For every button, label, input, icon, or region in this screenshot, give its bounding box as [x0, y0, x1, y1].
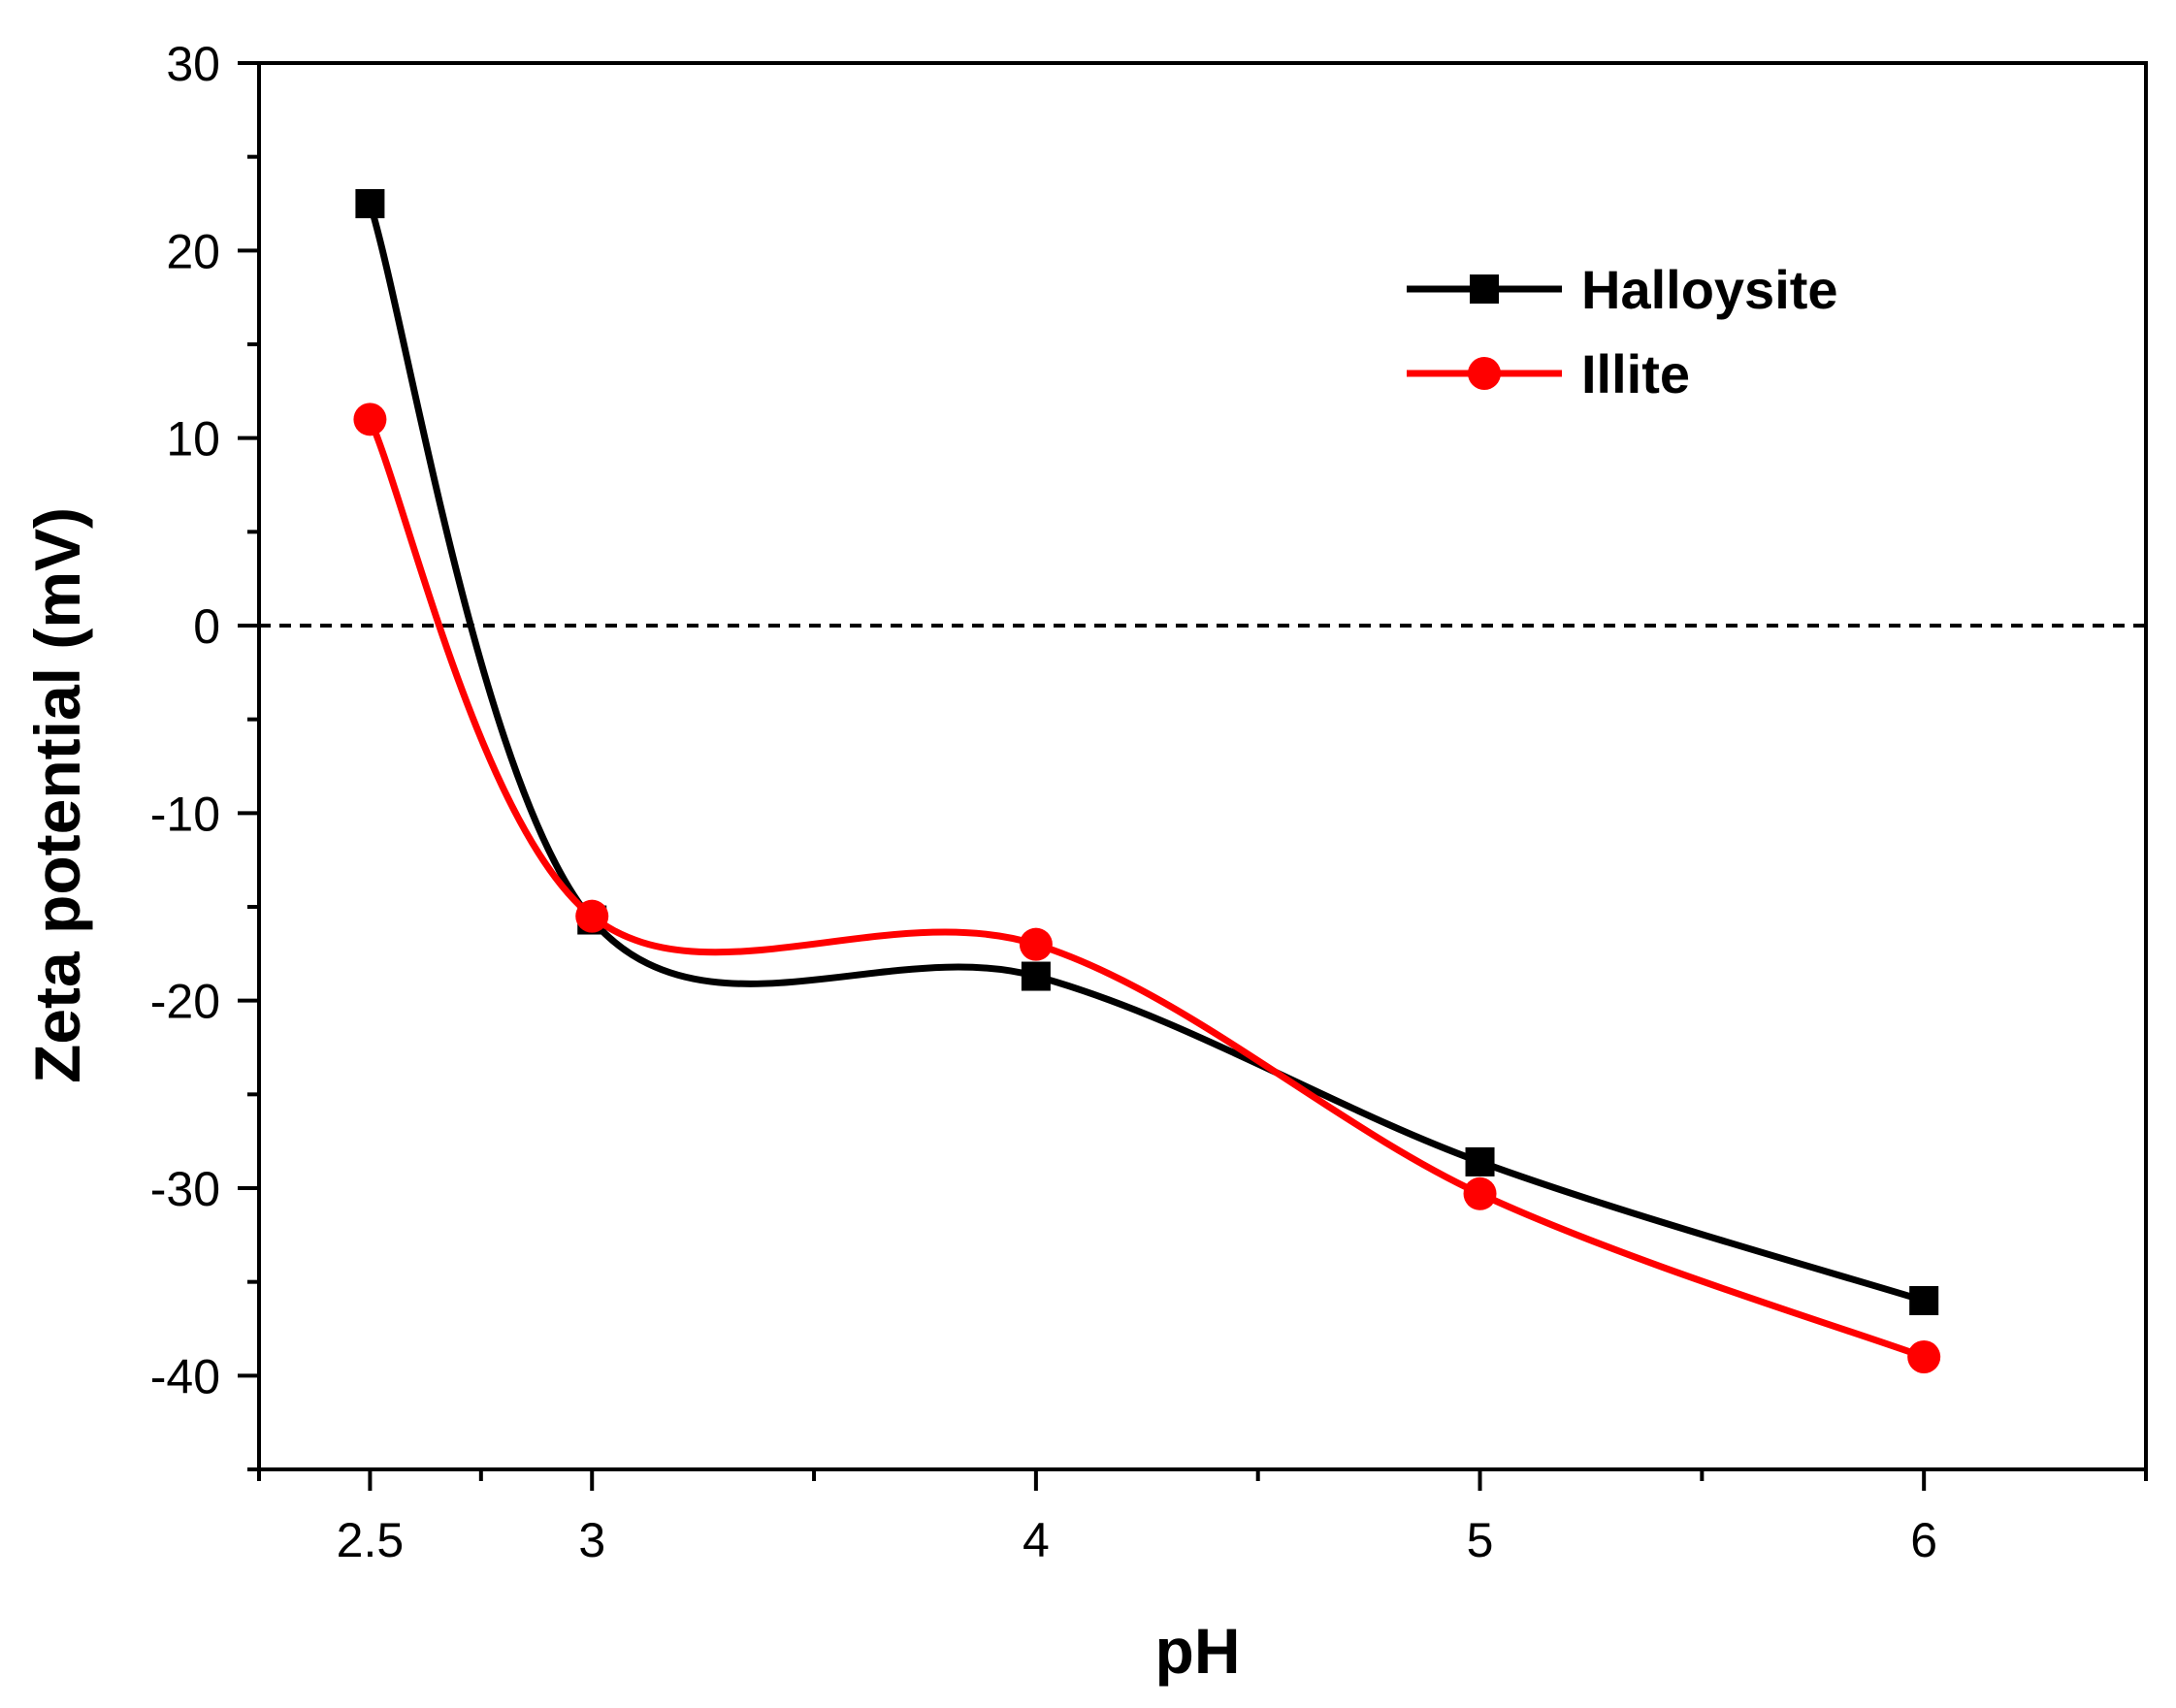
- x-tick-label: 2.5: [337, 1513, 405, 1567]
- legend-label-halloysite: Halloysite: [1581, 259, 1838, 320]
- axes: 30 20 10 0 -10 -20 -30 -40 2.5 3 4 5 6: [150, 37, 2148, 1567]
- data-point-halloysite: [355, 189, 385, 218]
- y-tick-label: 0: [193, 599, 220, 654]
- data-point-halloysite: [1465, 1146, 1495, 1176]
- series-line-halloysite: [366, 200, 1928, 1305]
- y-tick-label: 30: [166, 37, 220, 91]
- series-line-illite: [366, 415, 1928, 1361]
- x-tick-label: 3: [578, 1513, 605, 1567]
- x-axis-title: pH: [1155, 1615, 1241, 1687]
- y-axis-title: Zeta potential (mV): [21, 507, 93, 1083]
- y-tick-label: 10: [166, 412, 220, 467]
- data-point-illite: [353, 403, 387, 436]
- y-tick-label: 20: [166, 224, 220, 278]
- legend: Halloysite Illite: [1407, 259, 1838, 404]
- y-tick-label: -40: [150, 1349, 220, 1403]
- y-tick-label: -20: [150, 975, 220, 1029]
- data-point-illite: [1019, 927, 1053, 961]
- data-point-halloysite: [1909, 1286, 1939, 1315]
- x-tick-label: 4: [1023, 1513, 1050, 1567]
- data-point-illite: [1907, 1340, 1941, 1373]
- data-point-illite: [1463, 1176, 1497, 1210]
- series: [353, 189, 1941, 1373]
- x-tick-label: 6: [1910, 1513, 1937, 1567]
- legend-marker-halloysite: [1470, 274, 1499, 304]
- legend-label-illite: Illite: [1581, 343, 1690, 404]
- data-point-illite: [575, 899, 609, 933]
- legend-marker-illite: [1468, 357, 1501, 390]
- y-tick-label: -10: [150, 787, 220, 841]
- x-tick-label: 5: [1467, 1513, 1494, 1567]
- data-point-halloysite: [1021, 961, 1051, 991]
- y-tick-label: -30: [150, 1162, 220, 1216]
- plot-frame: [257, 61, 2148, 1471]
